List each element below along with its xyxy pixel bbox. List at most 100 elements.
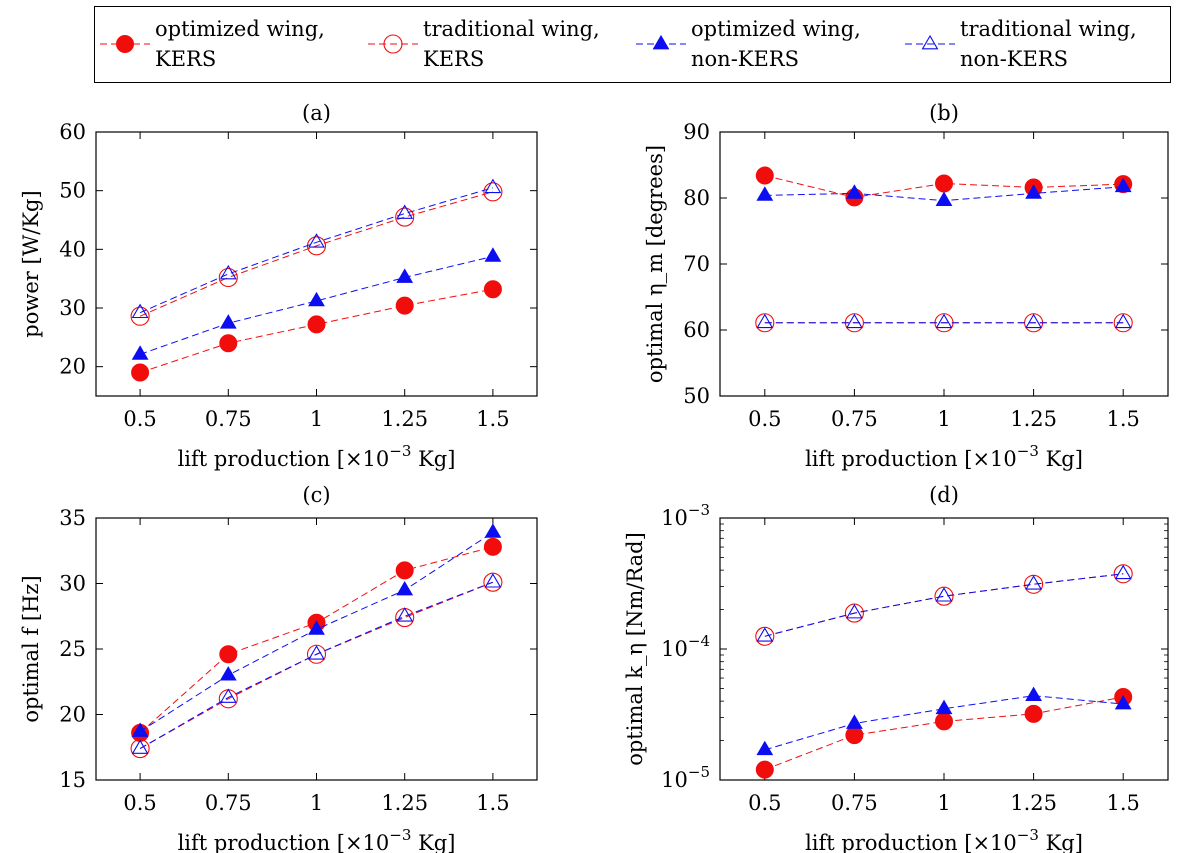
series [130, 182, 503, 326]
data-point [131, 303, 149, 319]
y-tick-base: 10 [661, 637, 688, 661]
data-point [396, 268, 414, 283]
data-point [1114, 564, 1132, 580]
data-point [131, 722, 149, 737]
x-tick-label: 0.75 [205, 407, 252, 431]
data-point [307, 315, 326, 334]
x-tick-label: 1 [937, 407, 950, 431]
y-tick-label: 40 [59, 237, 86, 261]
panel-label: (c) [302, 483, 330, 507]
series [131, 573, 502, 754]
data-point [756, 740, 774, 756]
series-line [139, 581, 494, 749]
x-axis-label-main: lift production [×10 [805, 831, 1017, 853]
data-point [484, 178, 502, 194]
series-line [139, 581, 494, 749]
legend-label-line2: non-KERS [691, 47, 799, 71]
data-point [219, 334, 238, 353]
x-tick-label: 0.75 [205, 791, 252, 815]
x-tick-label: 1 [310, 791, 323, 815]
x-axis-label-end: Kg] [411, 447, 455, 471]
y-tick-label: 70 [683, 252, 710, 276]
x-tick-label: 0.5 [123, 407, 156, 431]
data-point [935, 699, 953, 715]
data-point [755, 166, 774, 185]
y-tick-label: 50 [59, 179, 86, 203]
legend-label-line1: traditional wing, [960, 17, 1137, 41]
data-point [131, 739, 149, 754]
x-tick-label: 0.75 [831, 791, 878, 815]
y-tick-label: 15 [59, 768, 86, 792]
x-tick-label: 0.5 [123, 791, 156, 815]
panel-label: (a) [302, 101, 331, 125]
data-point [395, 561, 414, 580]
data-point [846, 184, 863, 199]
y-tick-label: 10−3 [661, 501, 710, 530]
x-axis-label-sup: −3 [389, 442, 411, 460]
x-tick-label: 1.25 [1010, 407, 1057, 431]
x-tick-label: 1 [310, 407, 323, 431]
x-axis-label-sup: −3 [1017, 826, 1039, 844]
data-point [756, 627, 774, 642]
data-point [131, 363, 150, 382]
series-line [139, 546, 494, 734]
y-tick-label: 90 [683, 120, 710, 144]
data-point [845, 726, 864, 745]
data-point [934, 586, 954, 606]
data-point [935, 191, 953, 206]
data-point [1025, 575, 1042, 590]
x-axis-label-main: lift production [×10 [178, 447, 390, 471]
data-point [218, 267, 238, 288]
legend-entry: optimized wing, non-KERS [636, 17, 861, 71]
series [130, 572, 503, 759]
data-point [130, 306, 150, 326]
x-tick-label: 0.5 [748, 791, 781, 815]
x-tick-label: 1.5 [1106, 791, 1139, 815]
data-point [308, 620, 325, 635]
y-tick-exponent: −5 [688, 763, 710, 781]
y-tick-exponent: −3 [688, 501, 710, 519]
y-tick-label: 10−4 [661, 632, 710, 661]
data-point [483, 280, 502, 299]
data-point [846, 714, 863, 729]
legend-box [94, 6, 1171, 83]
data-point [219, 264, 237, 280]
series [131, 537, 502, 742]
x-axis-label: lift production [×10−3 Kg] [178, 442, 456, 471]
data-point [483, 182, 503, 202]
x-axis-label-end: Kg] [1039, 447, 1083, 471]
data-point [1024, 574, 1044, 594]
x-axis-label: lift production [×10−3 Kg] [805, 442, 1083, 471]
y-tick-base: 10 [661, 768, 688, 792]
x-tick-label: 1.25 [1010, 791, 1057, 815]
data-point [396, 607, 414, 622]
data-point [484, 523, 502, 538]
data-point [1114, 177, 1132, 193]
x-axis-label: lift production [×10−3 Kg] [805, 826, 1083, 853]
x-axis-label-main: lift production [×10 [178, 831, 390, 853]
data-point [935, 587, 953, 602]
legend-label-line2: KERS [423, 47, 484, 71]
data-point [395, 608, 415, 628]
x-axis-label-end: Kg] [411, 831, 455, 853]
legend-marker [383, 34, 403, 54]
y-tick-label: 60 [59, 120, 86, 144]
chart-panel: (b) 0.5 0.75 1 1.25 1.5 50 60 70 80 90 lift product… [643, 101, 1169, 471]
legend-marker [652, 34, 670, 50]
y-tick-label: 60 [683, 318, 710, 342]
y-tick-label: 30 [59, 296, 86, 320]
x-tick-label: 1.5 [1106, 407, 1139, 431]
data-point [1025, 313, 1042, 329]
data-point [1025, 686, 1042, 702]
data-point [219, 666, 237, 681]
legend-entry: traditional wing, non-KERS [905, 17, 1137, 71]
y-tick-exponent: −4 [688, 632, 710, 650]
legend-entry: optimized wing, KERS [100, 17, 325, 71]
data-point [396, 204, 414, 219]
legend-label-line1: optimized wing, [155, 17, 325, 41]
x-tick-label: 1.25 [381, 791, 428, 815]
data-point [846, 603, 863, 619]
y-tick-label: 30 [59, 572, 86, 596]
y-axis-label: optimal k_η [Nm/Rad] [623, 532, 647, 766]
